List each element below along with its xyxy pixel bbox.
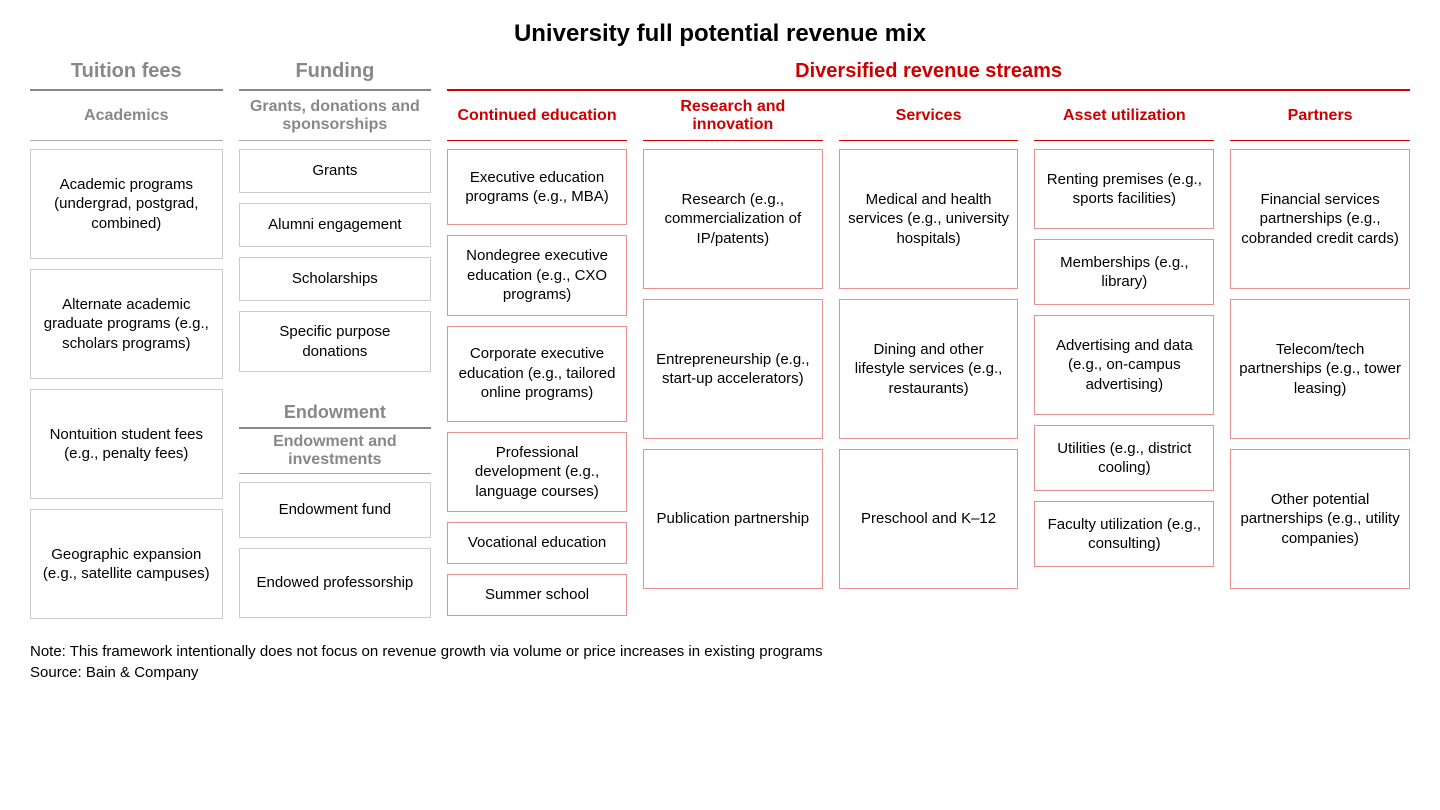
info-box: Corporate executive education (e.g., tai… (447, 326, 627, 422)
diversified-subheader: Continued education (447, 95, 627, 141)
info-box: Executive education programs (e.g., MBA) (447, 149, 627, 225)
info-box: Summer school (447, 574, 627, 616)
info-box: Financial services partnerships (e.g., c… (1230, 149, 1410, 289)
info-box: Dining and other lifestyle services (e.g… (839, 299, 1019, 439)
tuition-boxes: Academic programs (undergrad, postgrad, … (30, 149, 223, 629)
info-box: Professional development (e.g., language… (447, 432, 627, 513)
diversified-subheader: Research and innovation (643, 95, 823, 141)
info-box: Geographic expansion (e.g., satellite ca… (30, 509, 223, 619)
diversified-col: Continued education Executive education p… (447, 95, 627, 626)
info-box: Medical and health services (e.g., unive… (839, 149, 1019, 289)
info-box: Endowed professorship (239, 548, 432, 618)
info-box: Grants (239, 149, 432, 193)
info-box: Memberships (e.g., library) (1034, 239, 1214, 305)
info-box: Entrepreneurship (e.g., start-up acceler… (643, 299, 823, 439)
info-box: Endowment fund (239, 482, 432, 538)
diversified-wrap: Diversified revenue streams Continued ed… (447, 60, 1410, 626)
subheader-grants: Grants, donations and sponsorships (239, 95, 432, 141)
diversified-col: Research and innovation Research (e.g., c… (643, 95, 823, 626)
info-box: Alumni engagement (239, 203, 432, 247)
diversified-subheader: Services (839, 95, 1019, 141)
footnotes: Note: This framework intentionally does … (30, 641, 1410, 683)
diversified-cols: Continued education Executive education p… (447, 95, 1410, 626)
subheader-endowment: Endowment and investments (239, 433, 432, 474)
diversified-col: Services Medical and health services (e.g… (839, 95, 1019, 626)
subheader-academics: Academics (30, 95, 223, 141)
info-box: Nondegree executive education (e.g., CXO… (447, 235, 627, 316)
info-box: Alternate academic graduate programs (e.… (30, 269, 223, 379)
main-grid: Tuition fees Academics Academic programs… (30, 60, 1410, 629)
info-box: Academic programs (undergrad, postgrad, … (30, 149, 223, 259)
chart-title: University full potential revenue mix (30, 20, 1410, 48)
info-box: Research (e.g., commercialization of IP/… (643, 149, 823, 289)
col-tuition: Tuition fees Academics Academic programs… (30, 60, 223, 629)
info-box: Other potential partnerships (e.g., util… (1230, 449, 1410, 589)
diversified-subheader: Partners (1230, 95, 1410, 141)
note-line: Note: This framework intentionally does … (30, 641, 1410, 662)
diversified-col: Asset utilization Renting premises (e.g.,… (1034, 95, 1214, 626)
info-box: Publication partnership (643, 449, 823, 589)
source-line: Source: Bain & Company (30, 662, 1410, 683)
info-box: Vocational education (447, 522, 627, 564)
info-box: Telecom/tech partnerships (e.g., tower l… (1230, 299, 1410, 439)
col-funding: Funding Grants, donations and sponsorshi… (239, 60, 432, 628)
info-box: Nontuition student fees (e.g., penalty f… (30, 389, 223, 499)
header-diversified: Diversified revenue streams (447, 60, 1410, 91)
info-box: Utilities (e.g., district cooling) (1034, 425, 1214, 491)
info-box: Preschool and K–12 (839, 449, 1019, 589)
info-box: Specific purpose donations (239, 311, 432, 372)
info-box: Faculty utilization (e.g., consulting) (1034, 501, 1214, 567)
info-box: Advertising and data (e.g., on-campus ad… (1034, 315, 1214, 415)
funding-boxes-2: Endowment fund Endowed professorship (239, 482, 432, 628)
info-box: Renting premises (e.g., sports facilitie… (1034, 149, 1214, 229)
funding-boxes-1: Grants Alumni engagement Scholarships Speci… (239, 149, 432, 382)
header-tuition: Tuition fees (30, 60, 223, 91)
header-endowment: Endowment (239, 402, 432, 429)
diversified-col: Partners Financial services partnerships … (1230, 95, 1410, 626)
diversified-subheader: Asset utilization (1034, 95, 1214, 141)
header-funding: Funding (239, 60, 432, 91)
info-box: Scholarships (239, 257, 432, 301)
